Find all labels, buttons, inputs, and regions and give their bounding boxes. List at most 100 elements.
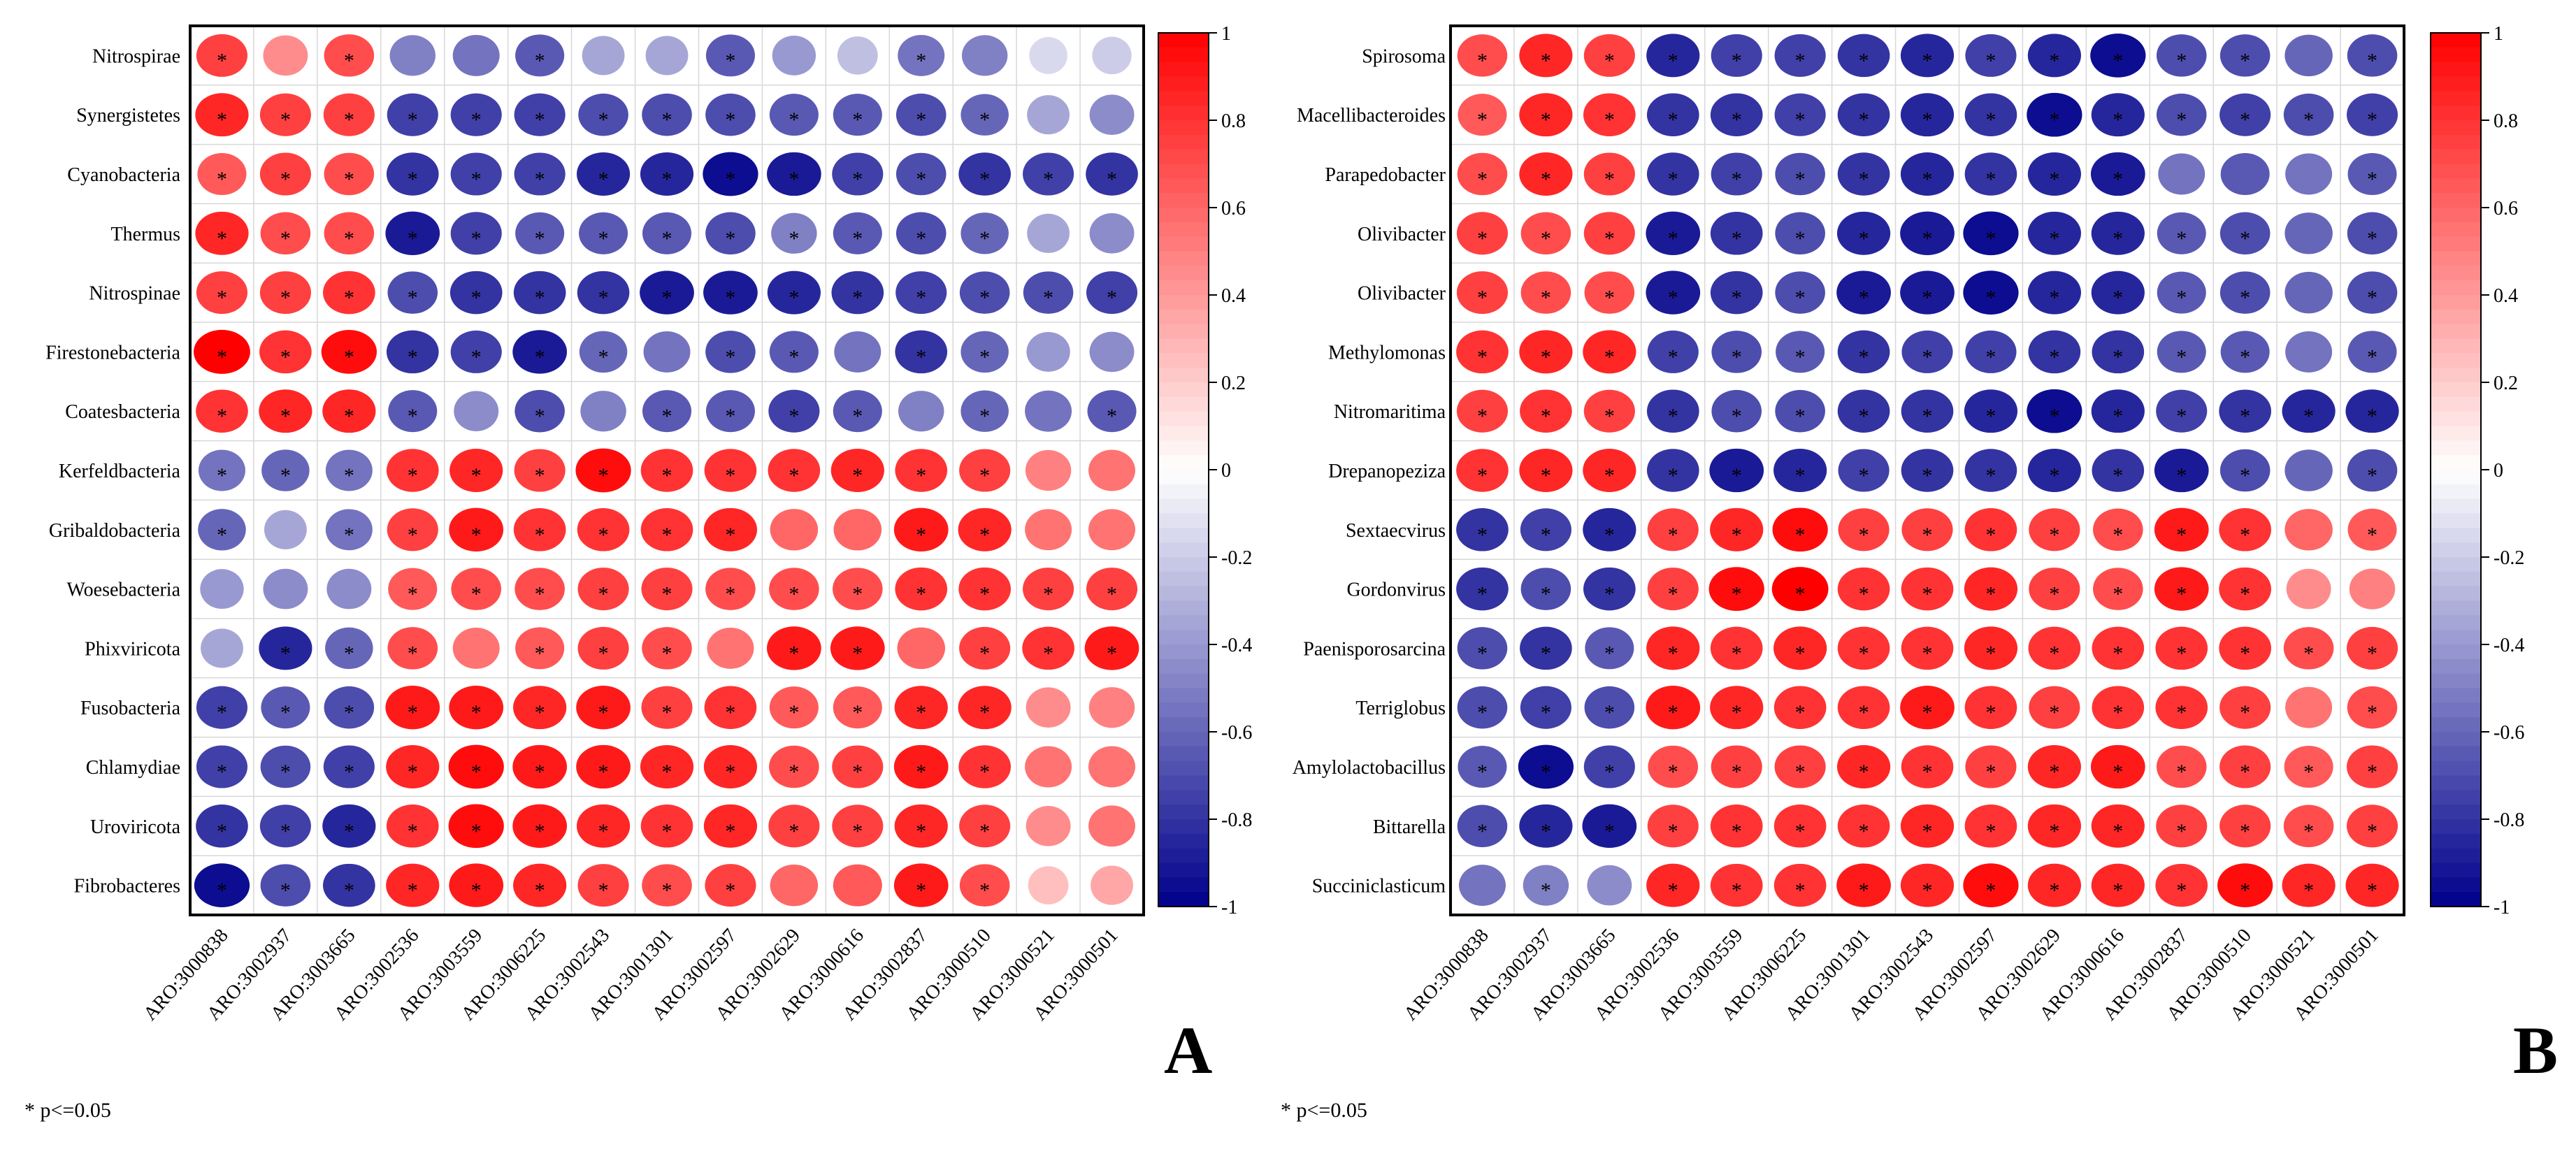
significance-star: * [1732, 227, 1742, 250]
significance-star: * [1732, 879, 1742, 902]
correlation-cell [1836, 863, 1891, 907]
significance-star: * [1604, 287, 1615, 310]
significance-star: * [2049, 227, 2059, 250]
correlation-cell [1646, 93, 1699, 136]
significance-star: * [2049, 701, 2059, 724]
significance-star: * [1668, 524, 1678, 547]
correlation-cell [515, 389, 565, 433]
significance-star: * [535, 227, 545, 250]
significance-star: * [916, 524, 926, 547]
correlation-cell [1025, 746, 1072, 788]
correlation-cell [707, 627, 754, 669]
correlation-cell [833, 509, 882, 551]
significance-star: * [916, 701, 926, 724]
significance-star: * [344, 524, 354, 547]
correlation-cell [196, 389, 248, 433]
correlation-cell [1523, 865, 1569, 906]
correlation-cell [1519, 449, 1573, 492]
correlation-cell [1837, 389, 1890, 433]
significance-star: * [217, 524, 227, 547]
correlation-cell [2347, 152, 2397, 196]
significance-star: * [280, 464, 291, 487]
correlation-cell [1086, 568, 1138, 611]
correlation-cell [2027, 92, 2082, 137]
correlation-cell [512, 330, 567, 374]
significance-star: * [979, 701, 990, 724]
correlation-cell [1774, 745, 1826, 788]
correlation-cell [2156, 389, 2208, 433]
correlation-cell [1086, 271, 1138, 315]
correlation-cell [2347, 34, 2398, 77]
correlation-cell [577, 626, 629, 670]
correlation-cell [830, 626, 885, 670]
row-label: Olivibacter [1358, 283, 1446, 305]
significance-star: * [1922, 524, 1933, 547]
correlation-cell [1710, 863, 1763, 907]
colorbar-band [1158, 746, 1209, 762]
correlation-cell [449, 507, 504, 551]
colorbar-band [2431, 338, 2481, 354]
row-label: Chlamydiae [86, 757, 180, 779]
significance-star: * [2176, 108, 2187, 131]
correlation-cell [958, 745, 1011, 788]
significance-star: * [1985, 879, 1996, 902]
significance-star: * [979, 820, 990, 843]
significance-star: * [1795, 879, 1806, 902]
colorbar-tick-label: 0.8 [2494, 110, 2518, 132]
correlation-cell [449, 863, 504, 907]
correlation-cell [1087, 390, 1137, 433]
correlation-cell [1900, 93, 1955, 137]
correlation-cell [1458, 865, 1506, 907]
correlation-cell [1775, 271, 1825, 314]
significance-star: * [1859, 583, 1869, 606]
correlation-cell [767, 626, 821, 670]
correlation-cell [2345, 863, 2399, 907]
row-label: Bittarella [1373, 816, 1446, 838]
correlation-cell [959, 864, 1010, 907]
row-label: Fusobacteria [80, 698, 181, 719]
significance-star: * [916, 168, 926, 191]
correlation-cell [2347, 686, 2398, 729]
correlation-cell [703, 804, 758, 848]
significance-star: * [2240, 820, 2250, 843]
colorbar-band [1158, 164, 1209, 179]
correlation-cell [1582, 804, 1637, 848]
correlation-cell [200, 569, 244, 610]
correlation-cell [831, 271, 884, 315]
significance-star: * [1541, 287, 1551, 310]
correlation-cell [259, 152, 311, 196]
significance-star: * [1985, 820, 1996, 843]
significance-star: * [1859, 227, 1869, 250]
correlation-cell [1088, 805, 1136, 847]
significance-star: * [662, 168, 672, 191]
correlation-cell [1773, 449, 1827, 492]
significance-star: * [662, 287, 672, 310]
significance-star: * [2240, 583, 2250, 606]
correlation-cell [1088, 509, 1136, 551]
significance-star: * [408, 227, 418, 250]
significance-star: * [1541, 583, 1551, 606]
significance-star: * [217, 879, 227, 902]
significance-star: * [2176, 287, 2187, 310]
correlation-cell [1457, 34, 1508, 77]
colorbar-band [2431, 222, 2481, 238]
significance-star: * [2367, 287, 2377, 310]
colorbar-band [1158, 498, 1209, 514]
correlation-cell [1646, 211, 1701, 255]
correlation-cell [1901, 449, 1954, 492]
significance-star: * [2367, 701, 2377, 724]
correlation-cell [1646, 389, 1699, 433]
correlation-cell [958, 152, 1011, 196]
colorbar-tick-label: 0.8 [1221, 110, 1246, 132]
correlation-cell [577, 568, 629, 611]
correlation-cell [1520, 686, 1571, 729]
correlation-cell [1092, 36, 1132, 75]
significance-star: * [471, 227, 482, 250]
significance-star: * [280, 701, 291, 724]
colorbar-band [1158, 732, 1209, 747]
correlation-cell [389, 35, 436, 76]
significance-star: * [1922, 49, 1933, 72]
correlation-cell [642, 212, 692, 254]
significance-star: * [1732, 820, 1742, 843]
correlation-cell [2156, 745, 2207, 788]
